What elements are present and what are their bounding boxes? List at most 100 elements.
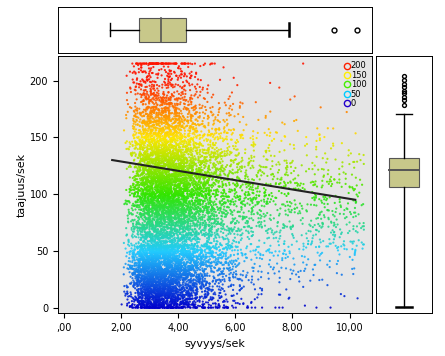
- Point: [235, 277, 243, 282]
- Point: [149, 165, 156, 171]
- Point: [135, 239, 142, 245]
- Point: [194, 219, 201, 225]
- Point: [228, 187, 235, 193]
- Point: [155, 132, 162, 138]
- Point: [132, 206, 139, 212]
- Point: [165, 192, 172, 198]
- Point: [172, 171, 179, 176]
- Point: [134, 173, 142, 178]
- Point: [167, 255, 174, 260]
- Point: [203, 208, 210, 214]
- Point: [238, 204, 245, 210]
- Point: [162, 76, 169, 82]
- Point: [250, 190, 257, 196]
- Point: [169, 172, 176, 178]
- Point: [177, 230, 184, 235]
- Point: [249, 200, 256, 206]
- Point: [148, 287, 155, 293]
- Point: [138, 278, 145, 283]
- Point: [308, 239, 316, 244]
- Point: [162, 202, 169, 208]
- Point: [153, 223, 160, 229]
- Point: [263, 210, 271, 216]
- Point: [190, 273, 197, 279]
- Point: [155, 216, 162, 222]
- Point: [214, 178, 221, 183]
- Point: [166, 172, 173, 178]
- Point: [210, 180, 217, 186]
- Point: [177, 149, 184, 155]
- Point: [158, 265, 165, 270]
- Point: [158, 272, 166, 277]
- Point: [216, 205, 223, 211]
- Point: [177, 212, 184, 218]
- Point: [135, 272, 142, 277]
- Point: [175, 215, 182, 220]
- Point: [307, 229, 314, 234]
- Point: [182, 232, 190, 238]
- Point: [303, 141, 311, 147]
- Point: [150, 243, 157, 248]
- Point: [135, 232, 142, 237]
- Point: [218, 179, 226, 185]
- Point: [162, 245, 170, 251]
- Point: [209, 205, 216, 211]
- Point: [316, 132, 323, 138]
- Point: [214, 219, 222, 225]
- Point: [213, 256, 220, 262]
- Point: [189, 214, 196, 219]
- Point: [210, 121, 218, 126]
- Point: [221, 119, 228, 125]
- Point: [139, 235, 146, 240]
- Point: [176, 117, 183, 123]
- Point: [164, 268, 171, 274]
- Point: [172, 194, 179, 199]
- Point: [140, 167, 147, 172]
- Point: [155, 211, 162, 217]
- Point: [182, 238, 189, 244]
- Point: [184, 291, 191, 297]
- Point: [170, 187, 178, 192]
- Point: [135, 266, 142, 272]
- Point: [137, 269, 144, 275]
- Point: [163, 120, 170, 126]
- Point: [134, 278, 142, 284]
- Point: [217, 135, 224, 141]
- Point: [172, 257, 179, 262]
- Point: [208, 131, 215, 137]
- Point: [146, 192, 154, 197]
- Point: [185, 231, 192, 237]
- Point: [203, 178, 210, 184]
- Point: [180, 251, 187, 257]
- Point: [150, 283, 157, 289]
- Point: [138, 94, 145, 100]
- Point: [221, 189, 228, 195]
- Point: [151, 187, 158, 192]
- Point: [120, 240, 127, 246]
- Point: [163, 290, 170, 296]
- Point: [165, 106, 172, 111]
- Point: [200, 244, 207, 249]
- Point: [154, 223, 161, 229]
- Point: [144, 179, 151, 185]
- Point: [141, 302, 148, 308]
- Point: [200, 182, 207, 187]
- Point: [145, 297, 152, 303]
- Point: [209, 248, 216, 254]
- Point: [161, 288, 168, 294]
- Point: [194, 210, 202, 216]
- Point: [208, 240, 215, 246]
- Point: [146, 194, 154, 199]
- Point: [146, 140, 154, 145]
- Point: [227, 162, 235, 167]
- Point: [232, 300, 239, 306]
- Point: [174, 236, 182, 242]
- Point: [191, 226, 198, 231]
- Point: [186, 226, 194, 232]
- Point: [148, 255, 155, 261]
- Point: [206, 245, 213, 251]
- Point: [140, 265, 147, 270]
- Point: [214, 215, 222, 221]
- Point: [299, 260, 307, 265]
- Point: [129, 142, 136, 148]
